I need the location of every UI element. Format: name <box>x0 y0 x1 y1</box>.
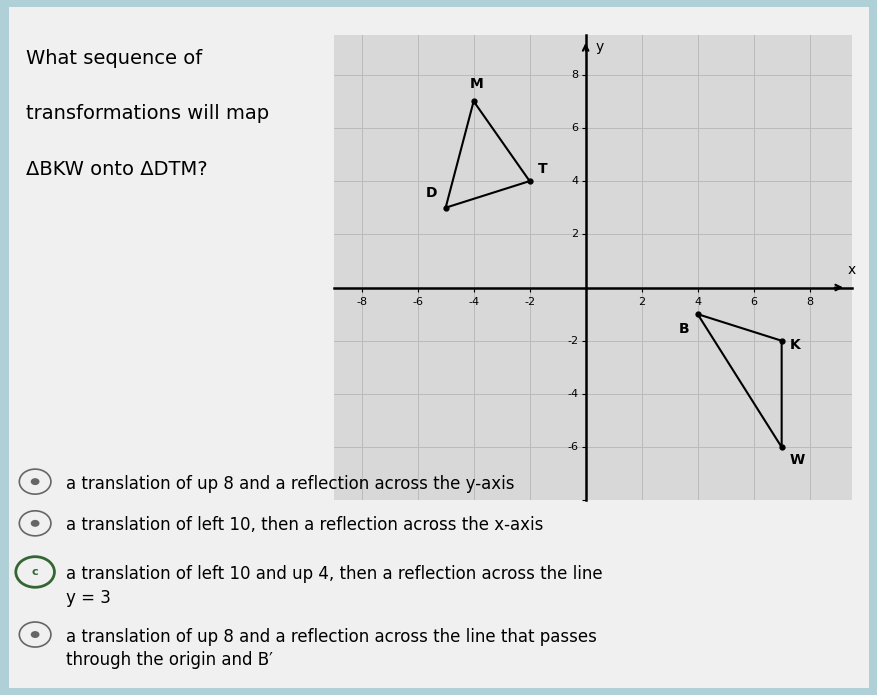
Text: -4: -4 <box>567 389 578 399</box>
Text: y: y <box>595 40 603 54</box>
Text: a translation of left 10 and up 4, then a reflection across the line
y = 3: a translation of left 10 and up 4, then … <box>66 565 602 607</box>
Text: 2: 2 <box>638 297 645 307</box>
Text: a translation of up 8 and a reflection across the y-axis: a translation of up 8 and a reflection a… <box>66 475 514 493</box>
Text: x: x <box>846 263 855 277</box>
Text: ΔBKW onto ΔDTM?: ΔBKW onto ΔDTM? <box>26 160 208 179</box>
Text: -4: -4 <box>467 297 479 307</box>
Text: 4: 4 <box>694 297 701 307</box>
Text: transformations will map: transformations will map <box>26 104 269 123</box>
Text: W: W <box>789 452 804 466</box>
Text: K: K <box>789 338 800 352</box>
Text: M: M <box>469 76 482 90</box>
Text: -6: -6 <box>411 297 423 307</box>
Text: 8: 8 <box>571 70 578 80</box>
Text: -2: -2 <box>567 336 578 345</box>
Text: -2: -2 <box>524 297 535 307</box>
Text: 6: 6 <box>571 123 578 133</box>
Text: 4: 4 <box>571 176 578 186</box>
Text: D: D <box>425 186 437 199</box>
Text: 2: 2 <box>571 229 578 239</box>
Text: B: B <box>678 322 688 336</box>
Text: 6: 6 <box>749 297 756 307</box>
Text: -6: -6 <box>567 442 578 452</box>
Text: -8: -8 <box>356 297 367 307</box>
Text: c: c <box>32 567 39 577</box>
Text: a translation of left 10, then a reflection across the x-axis: a translation of left 10, then a reflect… <box>66 516 543 534</box>
Text: T: T <box>538 162 547 176</box>
Text: 8: 8 <box>805 297 812 307</box>
Text: What sequence of: What sequence of <box>26 49 203 67</box>
Text: a translation of up 8 and a reflection across the line that passes
through the o: a translation of up 8 and a reflection a… <box>66 628 596 669</box>
